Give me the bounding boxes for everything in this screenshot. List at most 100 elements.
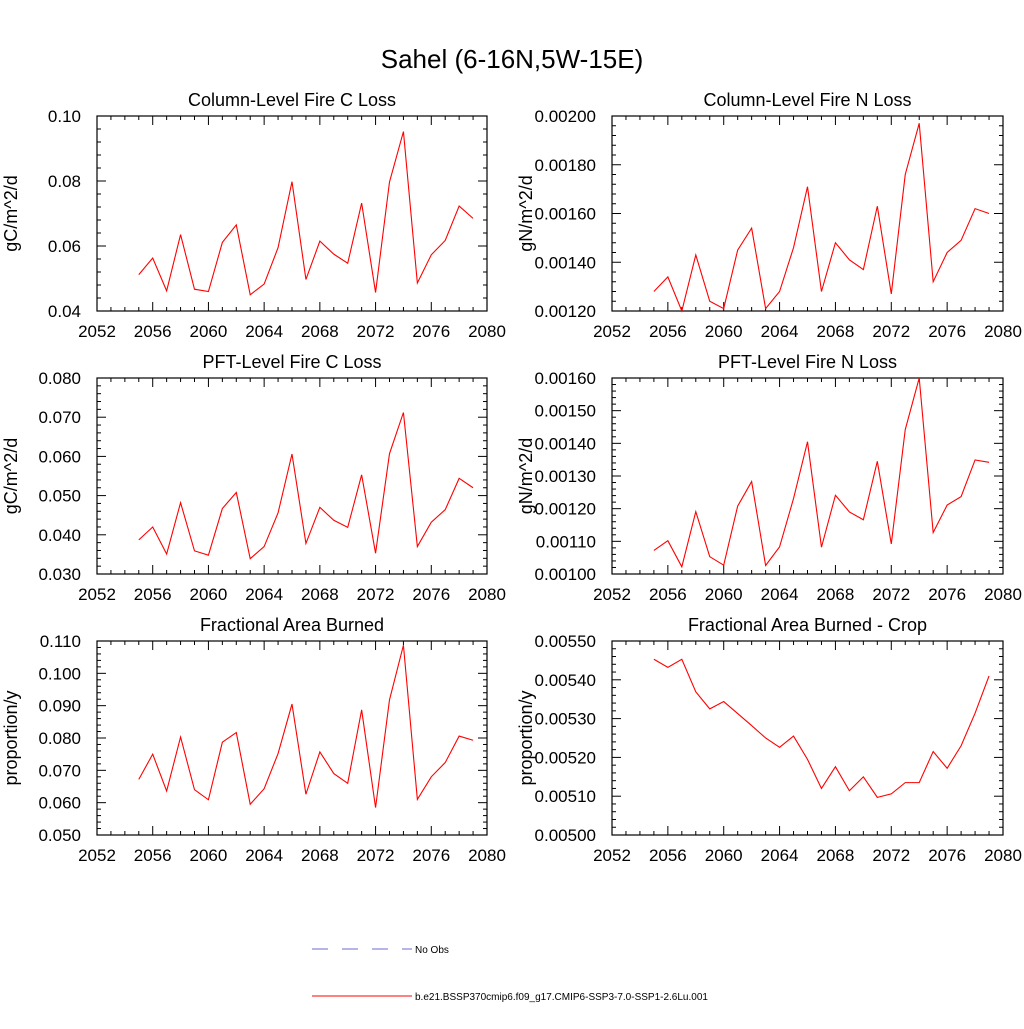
y-tick-label: 0.110	[40, 632, 81, 651]
x-tick-label: 2068	[817, 585, 855, 604]
y-axis-label: gN/m^2/d	[516, 438, 536, 514]
panel-3: 2052 2056 2060 2064 2068 2072 2076 2080 0.030 0.0…	[1, 352, 506, 604]
panel-5: 2052 2056 2060 2064 2068 2072 2076 2080 0.050 0.0…	[1, 615, 506, 865]
y-tick-label: 0.00180	[535, 156, 596, 175]
legend-no-obs-label: No Obs	[415, 945, 449, 956]
y-axis-label: proportion/y	[516, 690, 536, 785]
x-tick-label: 2068	[301, 585, 339, 604]
x-tick-label: 2060	[705, 322, 743, 341]
panel-frame	[611, 377, 1004, 575]
x-tick-label: 2052	[593, 322, 631, 341]
x-tick-label: 2064	[761, 322, 799, 341]
x-tick-label: 2060	[705, 846, 743, 865]
panel-title: Fractional Area Burned	[200, 615, 384, 635]
y-axis-label: gC/m^2/d	[1, 438, 21, 514]
y-tick-label: 0.050	[38, 826, 81, 845]
x-tick-label: 2072	[357, 846, 395, 865]
x-tick-label: 2060	[190, 585, 228, 604]
x-tick-label: 2056	[134, 585, 172, 604]
y-tick-label: 0.00140	[535, 434, 596, 453]
x-tick-label: 2076	[412, 846, 450, 865]
x-tick-label: 2052	[593, 585, 631, 604]
x-tick-label: 2076	[412, 322, 450, 341]
series-line	[138, 645, 474, 808]
y-tick-label: 0.00550	[535, 632, 596, 651]
panel-6: 2052 2056 2060 2064 2068 2072 2076 2080 0.00500 0…	[516, 615, 1022, 865]
y-tick-label: 0.090	[38, 697, 81, 716]
legend: No Obs b.e21.BSSP370cmip6.f09_g17.CMIP6-…	[312, 945, 708, 1003]
figure-title: Sahel (6-16N,5W-15E)	[381, 44, 644, 74]
x-tick-label: 2080	[984, 585, 1022, 604]
x-tick-label: 2080	[468, 585, 506, 604]
x-tick-label: 2080	[984, 846, 1022, 865]
panel-4: 2052 2056 2060 2064 2068 2072 2076 2080 0.00100 0…	[516, 352, 1022, 604]
panel-2: 2052 2056 2060 2064 2068 2072 2076 2080 0.00120 0…	[516, 90, 1022, 341]
x-tick-label: 2060	[705, 585, 743, 604]
y-axis-label: proportion/y	[1, 690, 21, 785]
x-tick-label: 2064	[761, 585, 799, 604]
x-tick-label: 2060	[190, 322, 228, 341]
y-tick-label: 0.050	[38, 487, 81, 506]
panel-frame	[96, 377, 488, 575]
legend-series-label: b.e21.BSSP370cmip6.f09_g17.CMIP6-SSP3-7.…	[415, 992, 708, 1003]
y-tick-label: 0.08	[48, 172, 81, 191]
x-tick-label: 2068	[817, 322, 855, 341]
y-tick-label: 0.00500	[535, 826, 596, 845]
y-tick-label: 0.00140	[535, 253, 596, 272]
y-tick-label: 0.030	[38, 565, 81, 584]
y-tick-label: 0.080	[38, 369, 81, 388]
y-tick-label: 0.060	[38, 794, 81, 813]
x-tick-label: 2052	[78, 846, 116, 865]
y-tick-label: 0.00160	[535, 205, 596, 224]
x-tick-label: 2076	[412, 585, 450, 604]
panel-frame	[96, 640, 488, 836]
y-axis-label: gC/m^2/d	[1, 175, 21, 251]
y-tick-label: 0.00510	[535, 787, 596, 806]
y-tick-label: 0.06	[48, 237, 81, 256]
y-tick-label: 0.00530	[535, 710, 596, 729]
x-tick-label: 2080	[468, 846, 506, 865]
x-tick-label: 2072	[872, 322, 910, 341]
y-tick-label: 0.00110	[536, 532, 596, 551]
x-tick-label: 2072	[872, 846, 910, 865]
panels: 2052 2056 2060 2064 2068 2072 2076 2080 0.04 0.06…	[1, 90, 1022, 865]
x-tick-label: 2068	[817, 846, 855, 865]
y-tick-label: 0.070	[38, 408, 81, 427]
y-tick-label: 0.00120	[535, 302, 596, 321]
series-line	[138, 412, 474, 560]
panel-title: PFT-Level Fire N Loss	[718, 352, 897, 372]
y-tick-label: 0.00200	[535, 107, 596, 126]
series-line	[653, 658, 990, 798]
x-tick-label: 2068	[301, 846, 339, 865]
y-axis-label: gN/m^2/d	[516, 175, 536, 251]
y-tick-label: 0.00120	[535, 500, 596, 519]
x-tick-label: 2060	[190, 846, 228, 865]
x-tick-label: 2080	[468, 322, 506, 341]
x-tick-label: 2068	[301, 322, 339, 341]
y-tick-label: 0.00520	[535, 748, 596, 767]
x-tick-label: 2056	[649, 322, 687, 341]
panel-1: 2052 2056 2060 2064 2068 2072 2076 2080 0.04 0.06…	[1, 90, 506, 341]
x-tick-label: 2072	[357, 585, 395, 604]
x-tick-label: 2076	[928, 322, 966, 341]
y-tick-label: 0.00150	[535, 402, 596, 421]
panel-title: PFT-Level Fire C Loss	[202, 352, 381, 372]
panel-frame	[96, 115, 488, 312]
y-tick-label: 0.070	[38, 761, 81, 780]
y-tick-label: 0.080	[38, 729, 81, 748]
y-tick-label: 0.00540	[535, 671, 596, 690]
x-tick-label: 2076	[928, 585, 966, 604]
y-tick-label: 0.060	[38, 447, 81, 466]
x-tick-label: 2072	[872, 585, 910, 604]
x-tick-label: 2072	[357, 322, 395, 341]
y-tick-label: 0.10	[48, 107, 81, 126]
x-tick-label: 2056	[649, 585, 687, 604]
x-tick-label: 2052	[593, 846, 631, 865]
panel-title: Column-Level Fire N Loss	[703, 90, 911, 110]
y-tick-label: 0.04	[48, 302, 81, 321]
x-tick-label: 2064	[245, 585, 283, 604]
y-tick-label: 0.00160	[535, 369, 596, 388]
y-tick-label: 0.00100	[535, 565, 596, 584]
panel-frame	[611, 640, 1004, 836]
